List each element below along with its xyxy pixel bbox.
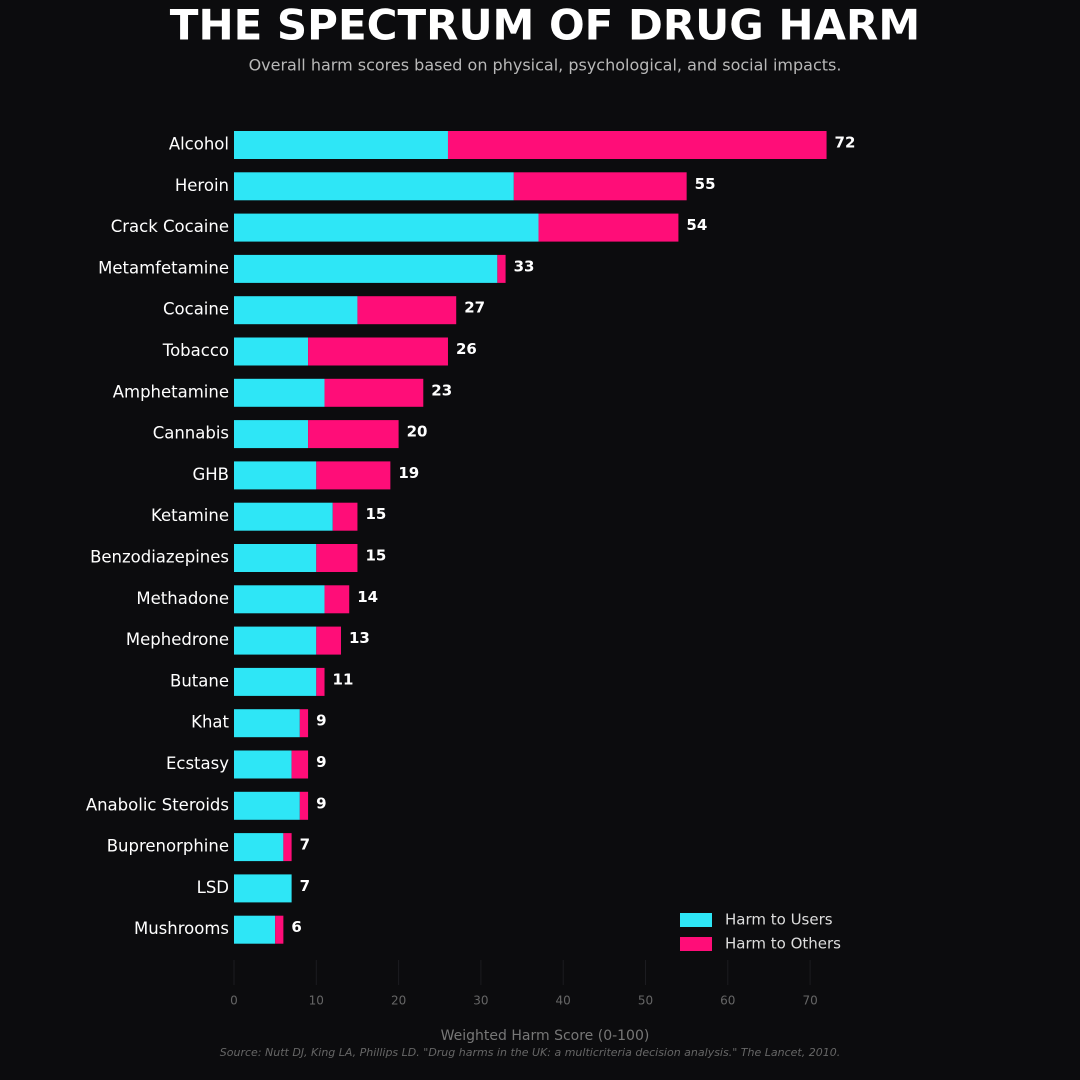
chart-subtitle: Overall harm scores based on physical, p…	[249, 56, 842, 75]
bar-segment	[234, 378, 325, 407]
category-label: Methadone	[136, 589, 229, 608]
category-label: Metamfetamine	[98, 258, 229, 277]
total-label: 13	[349, 629, 370, 647]
x-tick-label: 70	[802, 994, 817, 1008]
bar-segment	[299, 709, 309, 738]
bar-segment	[234, 544, 317, 572]
total-label: 9	[316, 753, 326, 771]
bar-segment	[299, 791, 309, 820]
bar-segment	[234, 337, 309, 366]
category-label: Cannabis	[153, 424, 229, 443]
chart-title: THE SPECTRUM OF DRUG HARM	[170, 1, 920, 50]
legend-swatch	[680, 913, 712, 927]
total-label: 23	[431, 381, 452, 399]
category-label: Khat	[191, 713, 229, 732]
bar-segment	[316, 626, 341, 655]
source: Source: Nutt DJ, King LA, Phillips LD. "…	[220, 1046, 840, 1059]
bar-segment	[234, 585, 325, 614]
legend-swatch	[680, 937, 712, 951]
category-label: Buprenorphine	[107, 837, 229, 856]
category-label: Tobacco	[162, 341, 229, 360]
bar-segment	[308, 337, 448, 366]
x-tick-label: 20	[391, 994, 406, 1008]
bar-segment	[234, 461, 317, 490]
legend-label: Harm to Users	[725, 911, 833, 929]
total-label: 7	[300, 877, 310, 895]
bar-segment	[538, 213, 679, 242]
category-label: Crack Cocaine	[111, 217, 229, 236]
x-tick-label: 60	[720, 994, 735, 1008]
bar-segment	[234, 791, 300, 820]
bar-segment	[316, 667, 325, 696]
bar-segment	[447, 131, 827, 159]
bar-segment	[234, 833, 284, 862]
total-label: 72	[835, 134, 856, 152]
bar-segment	[234, 172, 514, 201]
bar-segment	[324, 585, 350, 614]
legend-label: Harm to Others	[725, 935, 841, 953]
category-label: Benzodiazepines	[90, 548, 229, 567]
bar-segment	[234, 709, 300, 738]
x-tick-label: 0	[230, 994, 238, 1008]
total-label: 9	[316, 794, 326, 812]
bar-segment	[234, 420, 309, 449]
bar-segment	[357, 296, 457, 325]
bar-segment	[234, 915, 276, 944]
bar-segment	[513, 172, 687, 201]
total-label: 55	[695, 175, 716, 193]
total-label: 20	[407, 423, 428, 441]
total-label: 19	[398, 464, 419, 482]
total-label: 6	[291, 918, 301, 936]
bar-segment	[234, 874, 292, 903]
bar-segment	[275, 915, 284, 944]
bar-segment	[324, 378, 424, 407]
total-label: 26	[456, 340, 477, 358]
category-label: LSD	[197, 878, 229, 897]
bar-segment	[234, 254, 498, 283]
bar-segment	[234, 213, 539, 242]
bar-segment	[291, 750, 309, 779]
bar-segment	[234, 296, 358, 325]
category-label: GHB	[192, 465, 229, 484]
category-label: Cocaine	[163, 300, 229, 319]
total-label: 9	[316, 712, 326, 730]
x-tick-label: 30	[473, 994, 488, 1008]
bar-segment	[332, 502, 358, 531]
bar-segment	[316, 544, 358, 572]
total-label: 14	[357, 588, 378, 606]
category-label: Ketamine	[151, 506, 229, 525]
bar-segment	[316, 461, 391, 490]
total-label: 54	[686, 216, 707, 234]
total-label: 7	[300, 836, 310, 854]
total-label: 33	[514, 257, 535, 275]
x-tick-label: 10	[309, 994, 324, 1008]
category-label: Anabolic Steroids	[86, 795, 229, 814]
category-label: Butane	[170, 671, 229, 690]
x-axis-label: Weighted Harm Score (0-100)	[441, 1028, 650, 1044]
category-label: Mephedrone	[126, 630, 229, 649]
category-label: Amphetamine	[113, 382, 229, 401]
category-label: Alcohol	[169, 135, 229, 154]
x-tick-label: 50	[638, 994, 653, 1008]
category-label: Mushrooms	[134, 919, 229, 938]
total-label: 11	[333, 670, 354, 688]
bar-segment	[497, 254, 506, 283]
total-label: 27	[464, 299, 485, 317]
bar-segment	[234, 750, 292, 779]
bar-segment	[283, 833, 292, 862]
total-label: 15	[365, 505, 386, 523]
bar-segment	[234, 667, 317, 696]
x-tick-label: 40	[556, 994, 571, 1008]
category-label: Ecstasy	[166, 754, 229, 773]
total-label: 15	[365, 547, 386, 565]
category-label: Heroin	[175, 176, 229, 195]
bar-segment	[308, 420, 399, 449]
bar-segment	[234, 502, 333, 531]
bar-segment	[234, 131, 448, 159]
bar-segment	[234, 626, 317, 655]
